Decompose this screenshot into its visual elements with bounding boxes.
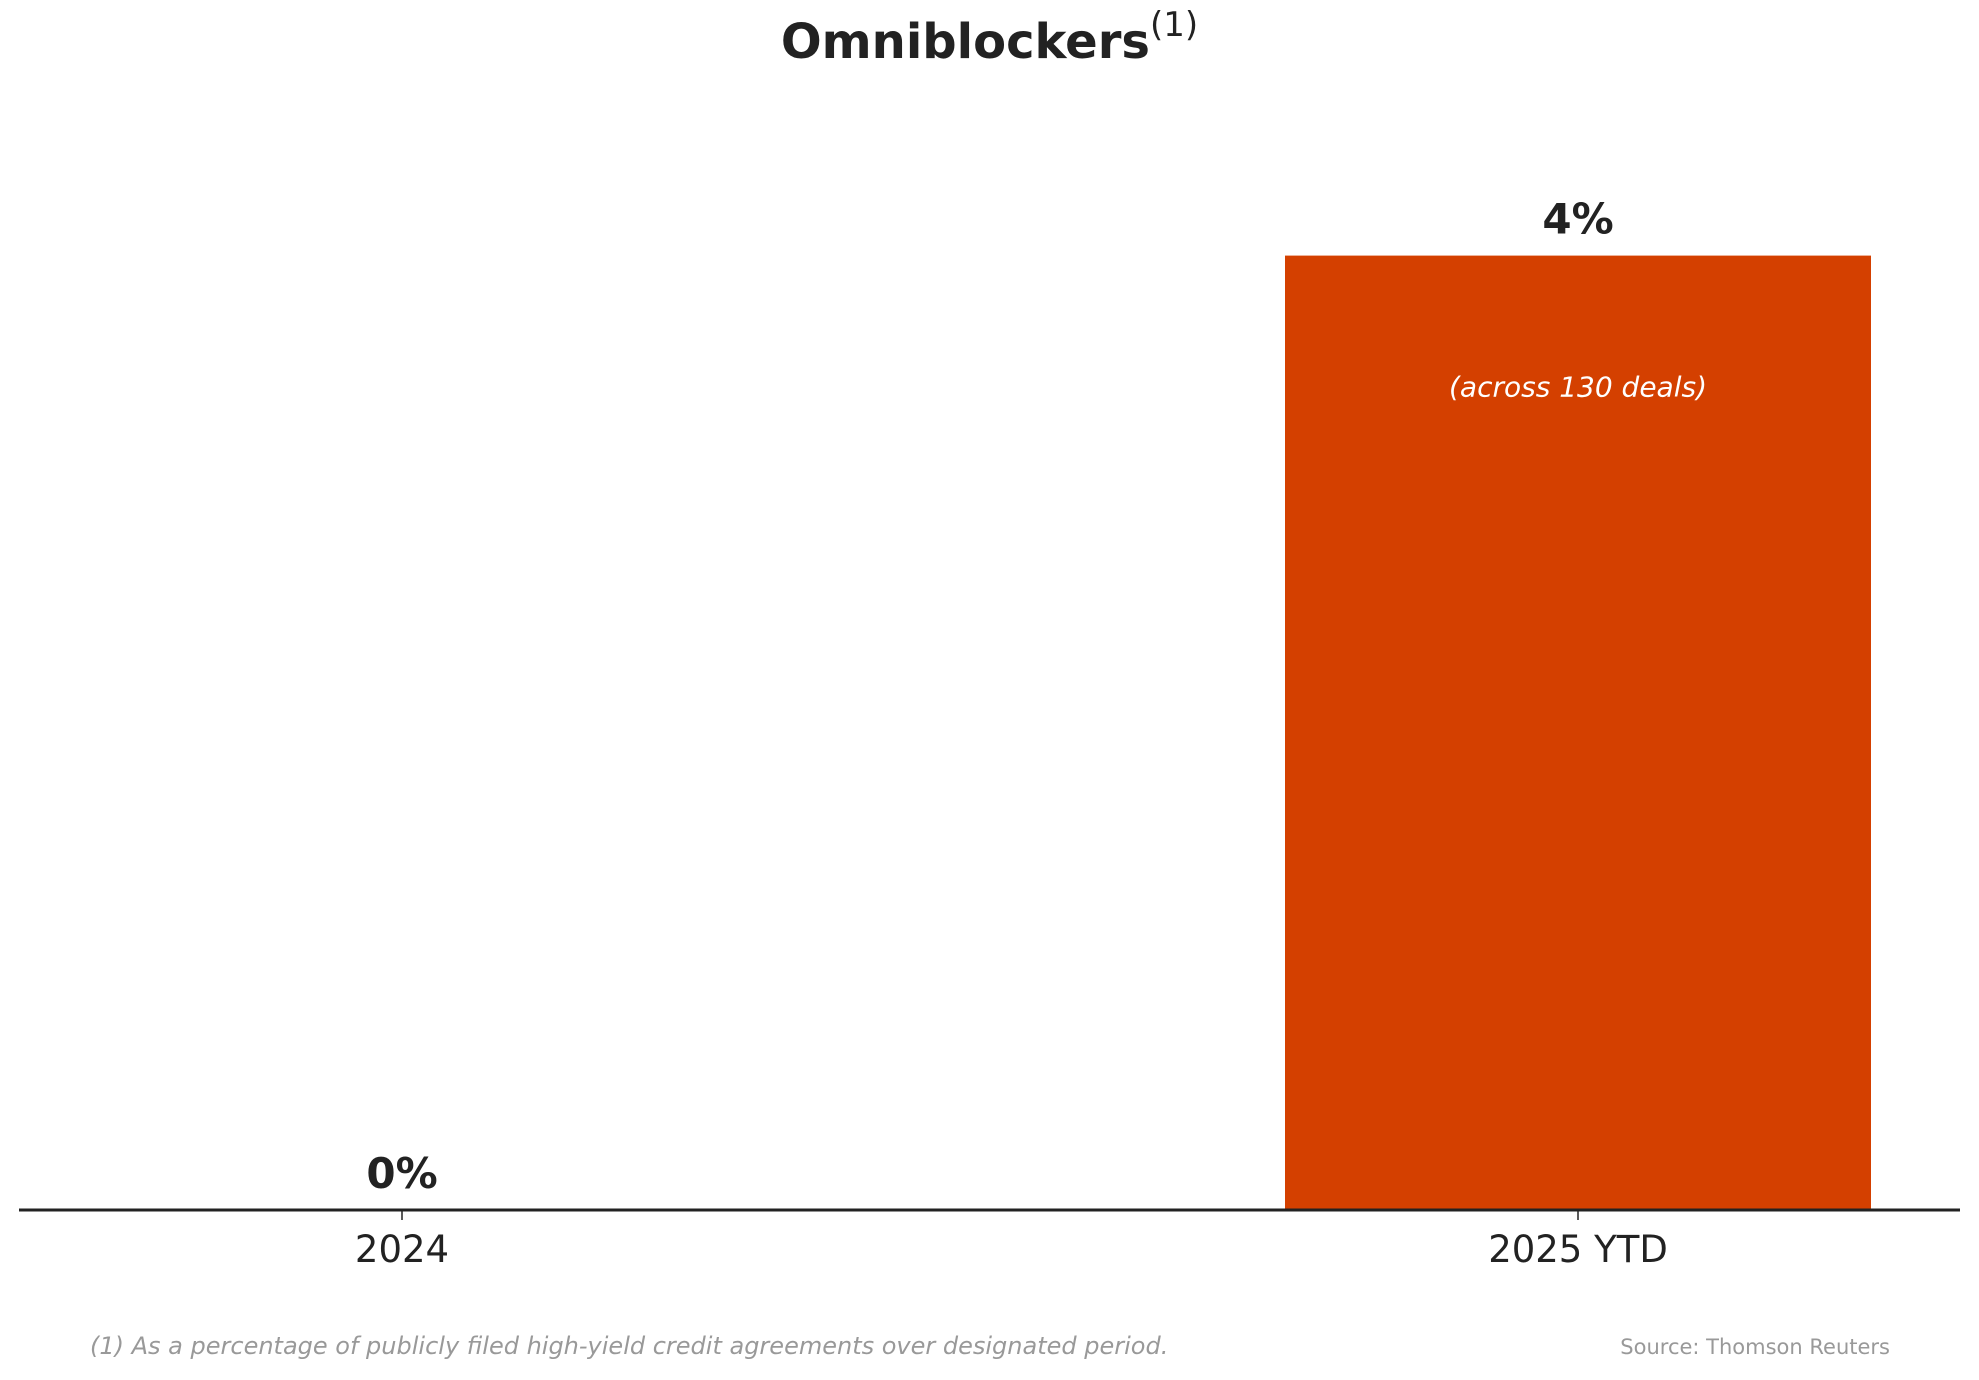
chart-title: Omniblockers(1) <box>0 8 1979 74</box>
value-label-0: 0% <box>366 1149 437 1198</box>
x-tick-label-1: 2025 YTD <box>1488 1228 1668 1271</box>
bar-annotation-1: (across 130 deals) <box>1449 371 1707 404</box>
value-label-1: 4% <box>1542 195 1613 244</box>
x-tick-label-0: 2024 <box>355 1228 449 1271</box>
bar-1 <box>1285 255 1871 1211</box>
chart-title-footnote-ref: (1) <box>1149 5 1199 45</box>
source-note: Source: Thomson Reuters <box>1620 1335 1890 1359</box>
footnote: (1) As a percentage of publicly filed hi… <box>90 1332 1169 1360</box>
chart-title-text: Omniblockers <box>780 14 1150 70</box>
